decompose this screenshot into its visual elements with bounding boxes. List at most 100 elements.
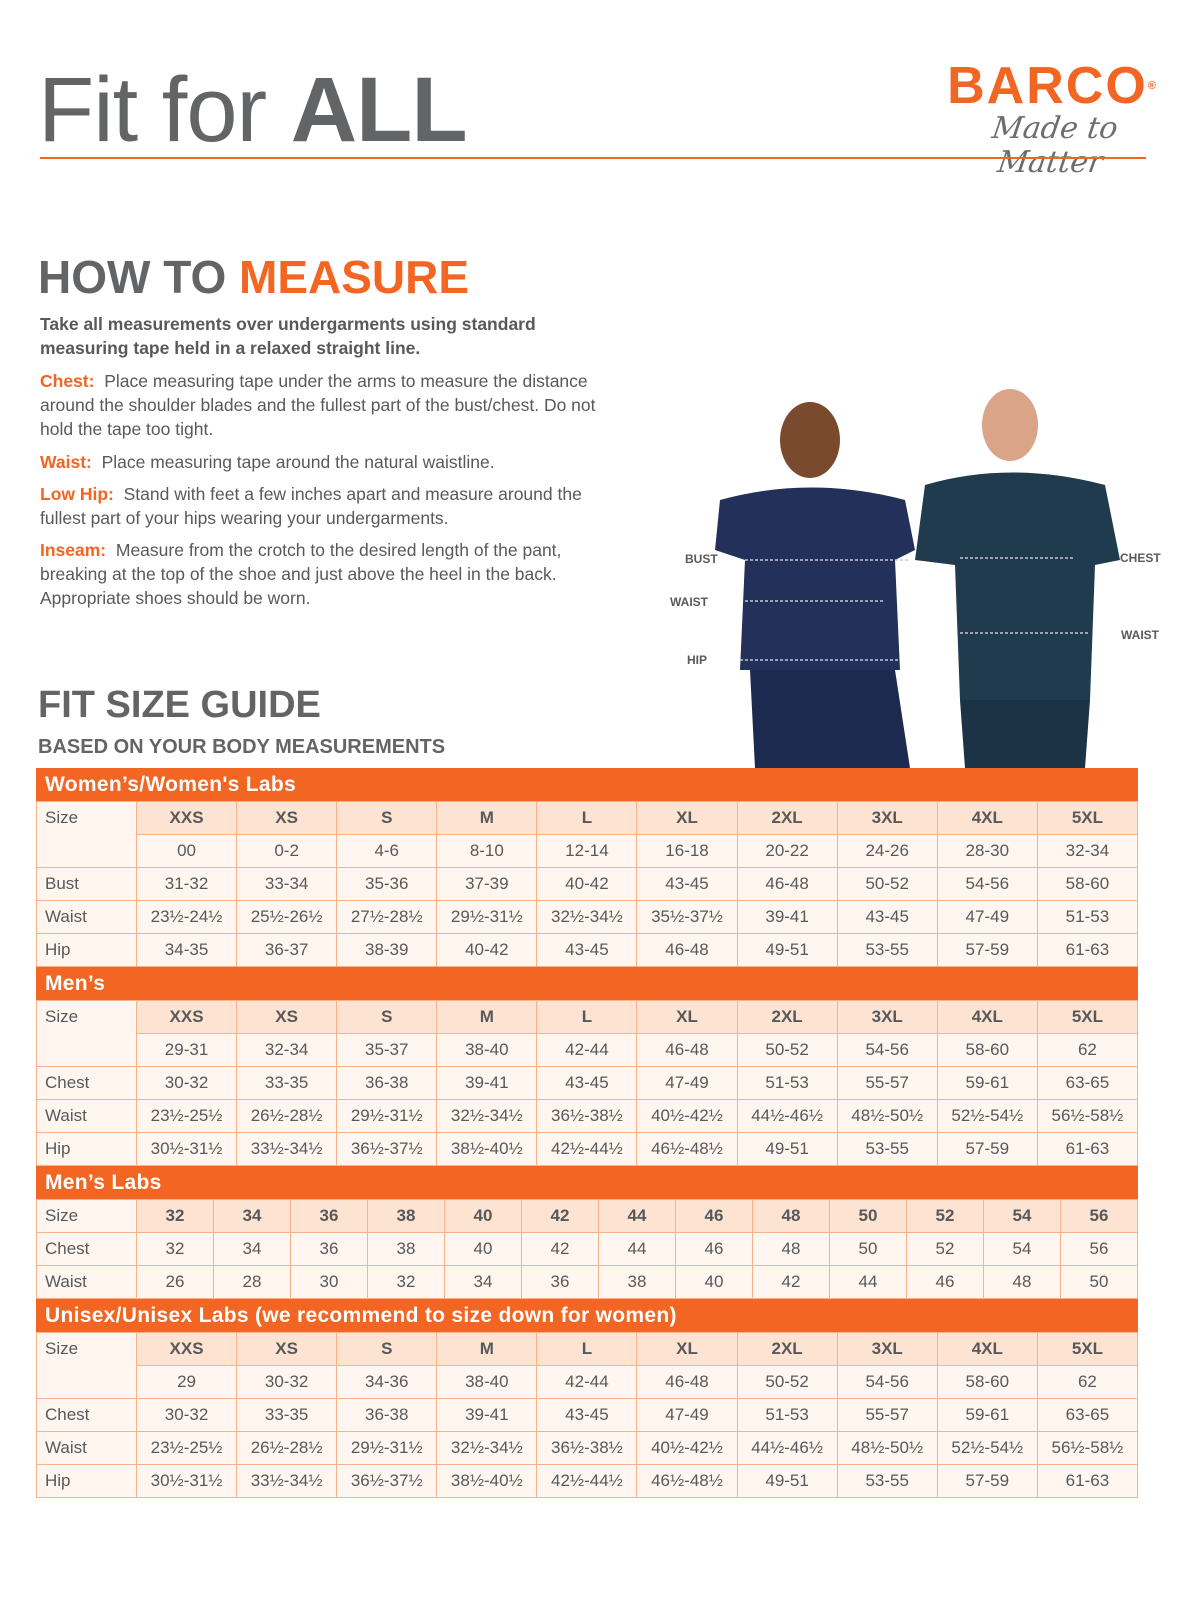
numeric-size-cell: 62 xyxy=(1036,1365,1139,1399)
numeric-size-cell: 50-52 xyxy=(736,1033,838,1067)
instruction-label: Waist: xyxy=(40,452,92,472)
size-cell: 4XL xyxy=(936,1000,1038,1034)
value-cell: 47-49 xyxy=(636,1398,738,1432)
value-cell: 30½-31½ xyxy=(135,1132,238,1166)
section-header: Women’s/Women's Labs xyxy=(36,768,1138,801)
measurement-row: Waist 26 28 30 32 34 36 38 40 42 44 46 48 50 xyxy=(36,1265,1138,1299)
instruction-label: Chest: xyxy=(40,371,95,391)
size-cell: 2XL xyxy=(736,801,838,835)
instruction-text: Stand with feet a few inches apart and m… xyxy=(40,484,582,528)
title-light: Fit for xyxy=(38,59,291,161)
section-header: Unisex/Unisex Labs (we recommend to size… xyxy=(36,1299,1138,1332)
value-cell: 49-51 xyxy=(736,1464,838,1498)
size-cell: XS xyxy=(236,1332,338,1366)
numeric-size-cell: 24-26 xyxy=(836,834,938,868)
value-cell: 23½-25½ xyxy=(135,1099,238,1133)
value-cell: 33-34 xyxy=(236,867,338,901)
value-cell: 23½-24½ xyxy=(135,900,238,934)
inseam-instruction: Inseam: Measure from the crotch to the d… xyxy=(40,538,615,610)
value-cell: 63-65 xyxy=(1036,1398,1139,1432)
value-cell: 46-48 xyxy=(736,867,838,901)
value-cell: 32 xyxy=(136,1232,214,1266)
numeric-size-row: 00 0-2 4-6 8-10 12-14 16-18 20-22 24-26 28-30 32-… xyxy=(37,834,1139,868)
measurement-row: Hip 30½-31½ 33½-34½ 36½-37½ 38½-40½ 42½-44½ 46… xyxy=(36,1464,1139,1498)
row-label: Hip xyxy=(36,933,137,967)
value-cell: 50 xyxy=(1060,1265,1138,1299)
bust-label: BUST xyxy=(685,552,718,566)
value-cell: 63-65 xyxy=(1036,1066,1139,1100)
numeric-size-cell: 16-18 xyxy=(636,834,738,868)
size-cell: L xyxy=(536,1332,638,1366)
value-cell: 32½-34½ xyxy=(536,900,638,934)
value-cell: 30 xyxy=(290,1265,368,1299)
size-row: Size 32 34 36 38 40 42 44 46 48 50 52 54 56 xyxy=(36,1199,1138,1233)
row-label: Size xyxy=(36,801,137,868)
numeric-size-cell: 29 xyxy=(135,1365,238,1399)
page-title: Fit for ALL xyxy=(38,58,468,163)
numeric-size-cell: 28-30 xyxy=(936,834,1038,868)
tagline: Made to Matter xyxy=(989,111,1121,180)
value-cell: 48½-50½ xyxy=(836,1431,938,1465)
value-cell: 34 xyxy=(213,1232,291,1266)
value-cell: 33½-34½ xyxy=(236,1132,338,1166)
measurement-row: Hip 30½-31½ 33½-34½ 36½-37½ 38½-40½ 42½-44½ 46… xyxy=(36,1132,1139,1166)
value-cell: 43-45 xyxy=(636,867,738,901)
instruction-label: Low Hip: xyxy=(40,484,114,504)
measure-lines xyxy=(740,557,1090,661)
value-cell: 34-35 xyxy=(135,933,238,967)
size-cell: 46 xyxy=(675,1199,753,1233)
value-cell: 38½-40½ xyxy=(436,1132,538,1166)
value-cell: 44 xyxy=(598,1232,676,1266)
value-cell: 57-59 xyxy=(936,1464,1038,1498)
hip-label: HIP xyxy=(687,653,708,667)
numeric-size-cell: 12-14 xyxy=(536,834,638,868)
value-cell: 52½-54½ xyxy=(936,1431,1038,1465)
numeric-size-cell: 38-40 xyxy=(436,1365,538,1399)
value-cell: 46-48 xyxy=(636,933,738,967)
measure-intro: Take all measurements over undergarments… xyxy=(40,314,536,358)
size-cell: XL xyxy=(636,1332,738,1366)
brand-text: BARCO xyxy=(947,57,1148,115)
row-label: Size xyxy=(36,1000,137,1067)
measurement-row: Waist 23½-24½ 25½-26½ 27½-28½ 29½-31½ 32½-34½… xyxy=(36,900,1139,934)
measurement-row: Chest 30-32 33-35 36-38 39-41 43-45 47-49 51-53… xyxy=(36,1398,1139,1432)
waist-instruction: Waist: Place measuring tape around the n… xyxy=(40,450,615,474)
value-cell: 56½-58½ xyxy=(1036,1099,1139,1133)
size-cell: XS xyxy=(236,1000,338,1034)
value-cell: 56 xyxy=(1060,1232,1138,1266)
row-label: Hip xyxy=(36,1132,137,1166)
numeric-size-cell: 35-37 xyxy=(336,1033,438,1067)
size-cell: 54 xyxy=(983,1199,1061,1233)
value-cell: 38-39 xyxy=(336,933,438,967)
numeric-size-row: 29 30-32 34-36 38-40 42-44 46-48 50-52 54-56 58-… xyxy=(37,1365,1139,1399)
numeric-size-cell: 42-44 xyxy=(536,1365,638,1399)
numeric-size-cell: 42-44 xyxy=(536,1033,638,1067)
value-cell: 30-32 xyxy=(135,1398,238,1432)
value-cell: 48½-50½ xyxy=(836,1099,938,1133)
numeric-size-cell: 54-56 xyxy=(836,1033,938,1067)
registered-mark: ® xyxy=(1147,80,1158,92)
size-tables: Women’s/Women's Labs Size XXS XS S M L XL 2XL 3XL… xyxy=(36,768,1139,1498)
numeric-size-cell: 58-60 xyxy=(936,1365,1038,1399)
value-cell: 34 xyxy=(444,1265,522,1299)
value-cell: 58-60 xyxy=(1036,867,1139,901)
chest-instruction: Chest: Place measuring tape under the ar… xyxy=(40,369,615,441)
value-cell: 33-35 xyxy=(236,1398,338,1432)
numeric-size-cell: 29-31 xyxy=(135,1033,238,1067)
size-cell: XL xyxy=(636,1000,738,1034)
size-cell: 56 xyxy=(1060,1199,1138,1233)
instruction-text: Place measuring tape under the arms to m… xyxy=(40,371,596,439)
fit-size-guide-heading: FIT SIZE GUIDE xyxy=(38,684,321,726)
row-label: Waist xyxy=(36,1265,137,1299)
size-cell: 2XL xyxy=(736,1332,838,1366)
value-cell: 36½-37½ xyxy=(336,1132,438,1166)
value-cell: 56½-58½ xyxy=(1036,1431,1139,1465)
value-cell: 40½-42½ xyxy=(636,1099,738,1133)
section-header: Men’s Labs xyxy=(36,1166,1138,1199)
size-row: Size XXS XS S M L XL 2XL 3XL 4XL 5XL xyxy=(36,1332,1139,1399)
size-cell: 34 xyxy=(213,1199,291,1233)
value-cell: 25½-26½ xyxy=(236,900,338,934)
value-cell: 32½-34½ xyxy=(436,1099,538,1133)
value-cell: 54 xyxy=(983,1232,1061,1266)
row-label: Bust xyxy=(36,867,137,901)
